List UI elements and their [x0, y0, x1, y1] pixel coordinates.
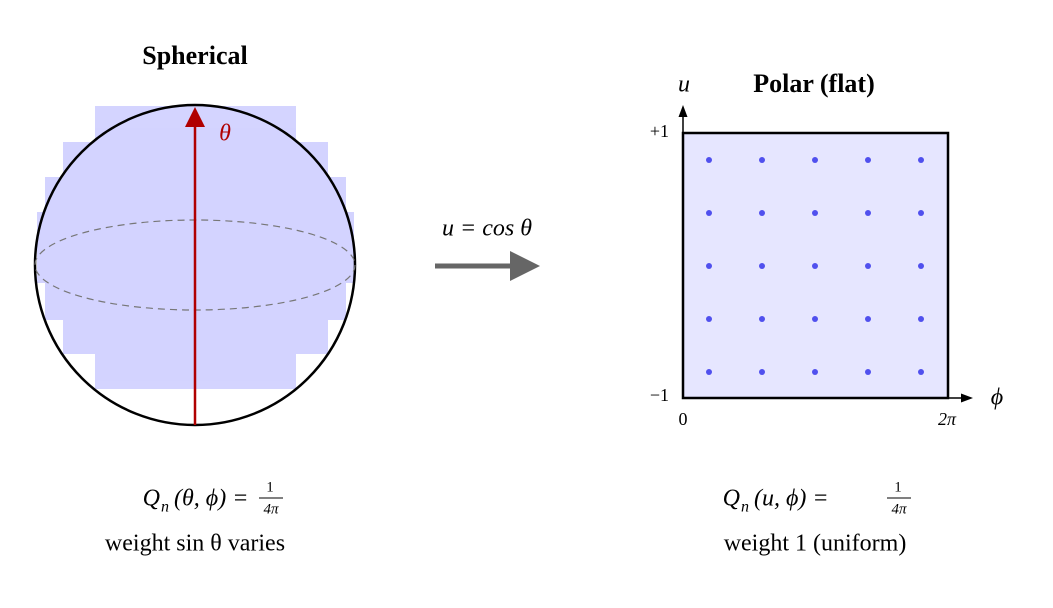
grid-point [759, 157, 765, 163]
grid-point [812, 369, 818, 375]
u-top: +1 [650, 121, 669, 141]
grid-point [865, 369, 871, 375]
formula-args: (u, ϕ) = [754, 486, 829, 512]
grid-point [918, 157, 924, 163]
formula-q: Q [143, 486, 160, 512]
grid-point [759, 210, 765, 216]
phi-right: 2π [938, 409, 957, 429]
grid-point [918, 369, 924, 375]
grid-point [706, 210, 712, 216]
formula-num: 1 [894, 479, 902, 495]
grid-point [865, 316, 871, 322]
grid-point [706, 316, 712, 322]
phi-label: ϕ [991, 385, 1003, 411]
formula-den: 4π [891, 501, 907, 517]
grid-point [865, 210, 871, 216]
left-caption: weight sin θ varies [105, 531, 285, 557]
grid-point [865, 263, 871, 269]
right-caption: weight 1 (uniform) [724, 531, 907, 557]
grid-point [706, 157, 712, 163]
formula-num: 1 [266, 479, 274, 495]
left-title: Spherical [142, 41, 247, 70]
grid-point [865, 157, 871, 163]
grid-point [706, 263, 712, 269]
phi-left: 0 [679, 409, 688, 429]
u-bottom: −1 [650, 385, 669, 405]
grid-point [759, 263, 765, 269]
grid-point [706, 369, 712, 375]
formula-sub: n [161, 499, 169, 516]
grid-point [812, 210, 818, 216]
grid-point [812, 316, 818, 322]
formula-sub: n [741, 499, 749, 516]
formula-args: (θ, ϕ) = [174, 486, 248, 512]
theta-label: θ [219, 121, 231, 147]
grid-point [812, 157, 818, 163]
grid-point [918, 210, 924, 216]
grid-point [812, 263, 818, 269]
grid-points [706, 157, 924, 375]
u-label: u [678, 72, 690, 98]
grid-point [759, 369, 765, 375]
transform-label: u = cos θ [442, 216, 532, 242]
formula-q: Q [723, 486, 740, 512]
grid-point [918, 263, 924, 269]
grid-point [759, 316, 765, 322]
formula-den: 4π [263, 501, 279, 517]
right-title: Polar (flat) [753, 69, 875, 98]
grid-point [918, 316, 924, 322]
